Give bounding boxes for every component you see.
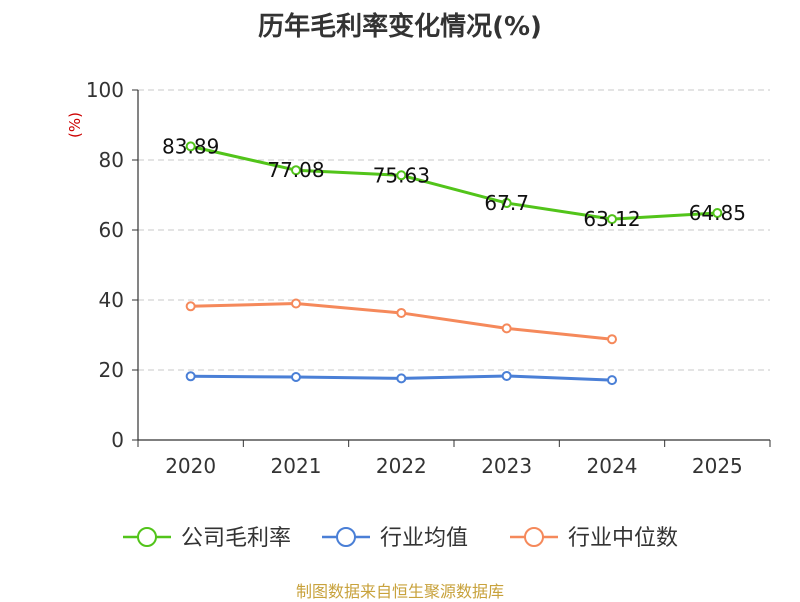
- legend-label: 行业中位数: [568, 526, 678, 551]
- x-tick-label: 2024: [587, 454, 638, 478]
- legend-label: 公司毛利率: [181, 526, 291, 551]
- data-point: [712, 208, 723, 219]
- legend-marker: [336, 527, 356, 547]
- data-point: [501, 370, 512, 381]
- legend-marker: [137, 527, 157, 547]
- series-line: [189, 144, 719, 221]
- y-axis-label: (%): [66, 112, 84, 138]
- data-point: [607, 214, 617, 225]
- x-tick-label: 2023: [481, 454, 532, 478]
- data-point: [396, 373, 407, 384]
- y-tick-label: 20: [99, 358, 124, 382]
- data-point: [291, 372, 301, 382]
- y-tick-label: 40: [99, 288, 124, 312]
- axes: (%) 0 20 40 60 80 100 2020 2021 2022 2023 2024 2025: [66, 78, 771, 478]
- x-tick-label: 2020: [165, 454, 216, 478]
- data-label: 75.63: [373, 163, 430, 187]
- data-label: 63.12: [583, 207, 640, 231]
- data-point: [607, 375, 617, 386]
- data-point: [501, 198, 512, 209]
- y-tick-label: 100: [86, 78, 124, 102]
- y-tick-label: 80: [99, 148, 124, 172]
- data-point: [291, 165, 301, 176]
- source-note: 制图数据来自恒生聚源数据库: [295, 582, 504, 601]
- data-point: [185, 371, 196, 382]
- data-label: 77.08: [267, 158, 324, 182]
- x-tick-label: 2022: [376, 454, 427, 478]
- grid-lines: [138, 89, 770, 371]
- legend-marker: [524, 527, 544, 547]
- data-point: [185, 141, 196, 152]
- y-tick-label: 0: [111, 428, 124, 452]
- legend-label: 行业均值: [380, 526, 468, 551]
- chart-title: 历年毛利率变化情况(%): [258, 12, 542, 42]
- y-tick-label: 60: [99, 218, 124, 242]
- data-point: [185, 301, 196, 312]
- data-label: 67.7: [484, 191, 529, 215]
- legend: 公司毛利率 行业均值 行业中位数: [123, 526, 678, 551]
- data-point: [396, 307, 407, 318]
- x-tick-label: 2025: [692, 454, 743, 478]
- series-lines: [185, 141, 723, 386]
- data-label: 83.89: [162, 134, 219, 158]
- data-point: [396, 170, 407, 181]
- data-point: [607, 334, 617, 345]
- data-labels: 83.89 77.08 75.63 67.7 63.12 64.85: [162, 134, 746, 231]
- data-point: [291, 298, 301, 309]
- data-label: 64.85: [689, 201, 746, 225]
- x-tick-label: 2021: [271, 454, 322, 478]
- data-point: [501, 323, 512, 334]
